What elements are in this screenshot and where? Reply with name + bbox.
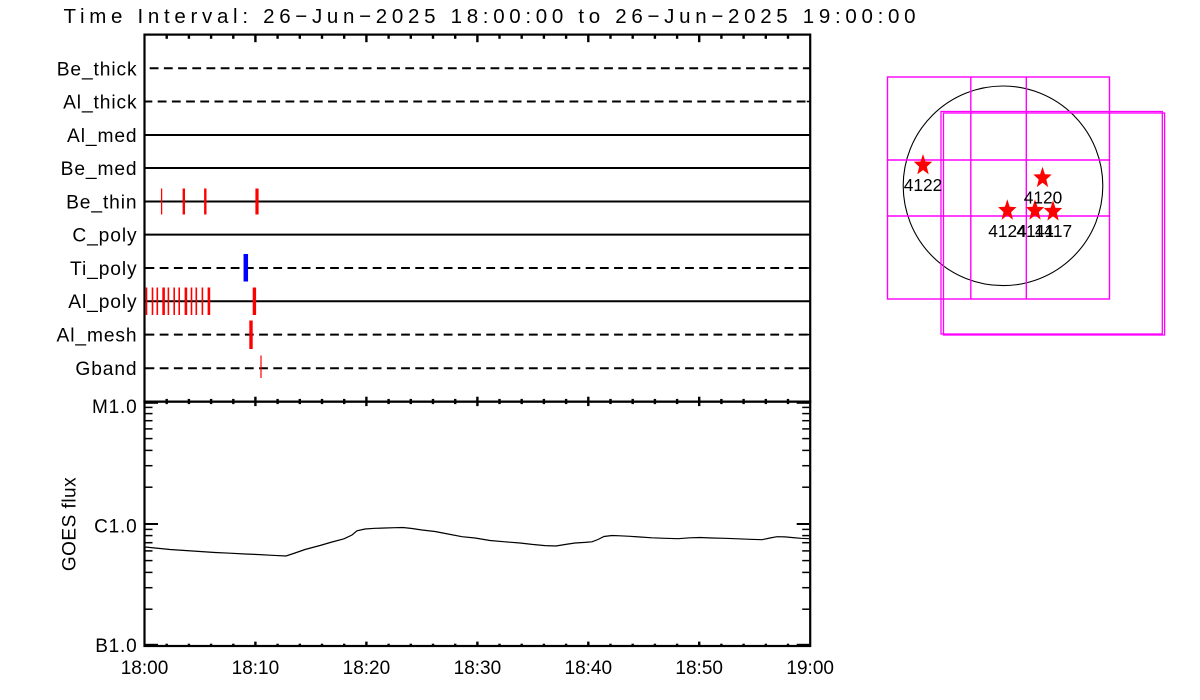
svg-text:Al_mesh: Al_mesh xyxy=(57,326,138,347)
svg-text:Be_med: Be_med xyxy=(61,159,138,180)
svg-text:4122: 4122 xyxy=(904,175,942,195)
svg-text:Gband: Gband xyxy=(75,359,137,380)
svg-text:18:00: 18:00 xyxy=(121,658,169,679)
svg-text:18:10: 18:10 xyxy=(232,658,280,679)
svg-text:Ti_poly: Ti_poly xyxy=(70,259,137,280)
svg-text:Al_med: Al_med xyxy=(67,126,137,147)
svg-text:19:00: 19:00 xyxy=(786,658,834,679)
svg-text:C1.0: C1.0 xyxy=(94,517,137,538)
svg-text:4117: 4117 xyxy=(1035,221,1072,241)
svg-text:B1.0: B1.0 xyxy=(95,636,137,657)
svg-text:Be_thin: Be_thin xyxy=(66,193,137,214)
svg-text:M1.0: M1.0 xyxy=(92,397,137,418)
svg-text:Time Interval: 26−Jun−2025 18:: Time Interval: 26−Jun−2025 18:00:00 to 2… xyxy=(64,5,921,28)
svg-text:Be_thick: Be_thick xyxy=(57,59,138,80)
svg-text:4114: 4114 xyxy=(1016,221,1054,241)
svg-text:18:20: 18:20 xyxy=(343,658,391,679)
svg-text:4120: 4120 xyxy=(1024,187,1062,207)
svg-text:18:40: 18:40 xyxy=(565,658,613,679)
svg-text:18:50: 18:50 xyxy=(675,658,723,679)
svg-text:18:30: 18:30 xyxy=(454,658,502,679)
svg-text:Al_poly: Al_poly xyxy=(68,292,137,313)
svg-text:4124: 4124 xyxy=(988,221,1027,241)
svg-text:C_poly: C_poly xyxy=(72,226,137,247)
svg-text:GOES flux: GOES flux xyxy=(60,477,81,571)
svg-text:Al_thick: Al_thick xyxy=(63,93,137,114)
